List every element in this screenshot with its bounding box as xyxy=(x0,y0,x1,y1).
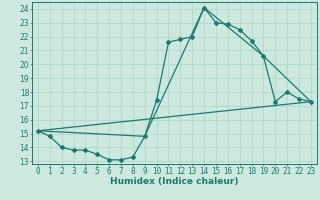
X-axis label: Humidex (Indice chaleur): Humidex (Indice chaleur) xyxy=(110,177,239,186)
